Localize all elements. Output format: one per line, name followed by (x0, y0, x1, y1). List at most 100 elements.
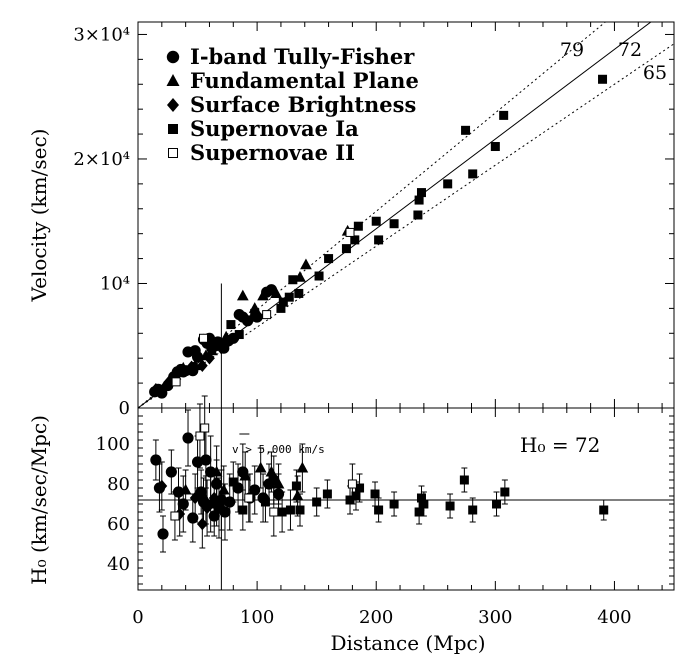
data-point-square (414, 507, 424, 517)
data-point-triangle (177, 361, 190, 373)
data-point-square (277, 507, 287, 517)
bottom-ylabel: H₀ (km/sec/Mpc) (27, 415, 51, 585)
data-point-square (371, 216, 381, 226)
data-point-diamond (150, 383, 162, 396)
data-point-circle (219, 506, 231, 518)
legend-marker-diamond (167, 98, 179, 112)
data-point-triangle (291, 489, 304, 501)
xlabel: Distance (Mpc) (330, 631, 485, 655)
hubble-line-65 (138, 43, 674, 408)
data-point-square (278, 297, 288, 307)
y-tick-label: 3×10⁴ (73, 24, 130, 45)
chart-labels: Velocity (km/sec) H₀ (km/sec/Mpc) Distan… (27, 129, 600, 655)
data-point-open-square (195, 431, 205, 441)
data-point-circle (249, 484, 261, 496)
data-point-square (443, 179, 453, 189)
data-point-square (345, 495, 355, 505)
velocity-cut-annotation: v > 5,000 km/s (232, 443, 325, 456)
data-point-triangle (239, 469, 252, 481)
data-point-diamond (211, 495, 223, 509)
legend-marker-triangle (166, 74, 180, 86)
data-point-square (599, 505, 609, 515)
data-point-square (260, 497, 270, 507)
top-ylabel: Velocity (km/sec) (27, 129, 51, 303)
data-point-square (295, 505, 305, 515)
line-label-65: 65 (643, 62, 667, 84)
y-tick-label: 80 (107, 474, 130, 495)
data-point-square (419, 499, 429, 509)
data-point-square (276, 303, 286, 313)
legend-marker-square (168, 124, 178, 134)
data-point-diamond (156, 479, 168, 493)
data-point-square (355, 483, 365, 493)
data-point-square (389, 219, 399, 229)
y-tick-label: 2×10⁴ (73, 149, 130, 170)
data-point-diamond (201, 501, 213, 515)
data-point-diamond (163, 375, 175, 389)
data-point-square (228, 477, 238, 487)
data-point-circle (157, 528, 169, 540)
data-point-square (499, 110, 509, 120)
data-point-square (389, 499, 399, 509)
y-tick-label: 10⁴ (100, 273, 130, 294)
data-point-square (492, 499, 502, 509)
data-point-square (413, 210, 423, 220)
data-point-open-square (269, 507, 279, 517)
data-point-square (351, 491, 361, 501)
data-point-open-square (170, 511, 180, 521)
data-point-square (500, 487, 510, 497)
data-point-square (370, 489, 380, 499)
y-tick-label: 0 (119, 398, 130, 419)
data-point-square (459, 475, 469, 485)
legend-label: Supernovae Ia (190, 116, 359, 141)
data-point-square (285, 505, 295, 515)
data-point-square (416, 493, 426, 503)
data-point-diamond (189, 491, 201, 505)
data-point-square (461, 125, 471, 135)
data-point-square (468, 169, 478, 179)
y-tick-label: 60 (107, 514, 130, 535)
data-point-square (445, 501, 455, 511)
data-point-diamond (204, 351, 215, 365)
y-tick-label: 100 (96, 434, 130, 455)
data-point-triangle (210, 465, 223, 477)
data-point-open-square (347, 479, 357, 489)
data-point-diamond (186, 360, 197, 374)
data-point-square (374, 235, 384, 245)
data-point-square (324, 254, 334, 264)
data-point-square (350, 235, 360, 245)
data-point-square (414, 195, 424, 205)
y-tick-label: 40 (107, 554, 130, 575)
data-point-square (341, 244, 351, 254)
legend-label: I-band Tully-Fisher (190, 44, 415, 69)
data-point-square (284, 292, 294, 302)
data-point-triangle (205, 344, 218, 356)
data-point-triangle (220, 330, 232, 342)
data-point-diamond (170, 369, 182, 382)
x-tick-label: 200 (359, 607, 393, 628)
data-point-triangle (236, 289, 249, 301)
hubble-constant-panel: 0 100 200 300 400 40 60 80 100 (96, 283, 675, 628)
data-point-open-square (200, 423, 210, 433)
data-point-circle (224, 496, 236, 508)
data-point-open-square (199, 333, 209, 343)
data-point-circle (242, 315, 254, 327)
data-point-square (468, 505, 478, 515)
data-point-open-square (171, 377, 181, 387)
data-point-square (312, 497, 322, 507)
legend-label: Surface Brightness (190, 92, 416, 117)
data-point-diamond (158, 381, 170, 395)
data-point-square (266, 286, 276, 296)
data-point-triangle (179, 483, 192, 495)
data-point-diamond (174, 507, 186, 521)
h0-annotation: H₀ = 72 (520, 433, 600, 457)
data-point-square (234, 330, 244, 340)
data-point-triangle (300, 258, 312, 270)
data-point-triangle (217, 483, 230, 495)
data-point-open-square (262, 310, 272, 320)
legend-marker-circle (166, 50, 180, 64)
x-tick-label: 300 (478, 607, 512, 628)
data-point-square (291, 481, 301, 491)
